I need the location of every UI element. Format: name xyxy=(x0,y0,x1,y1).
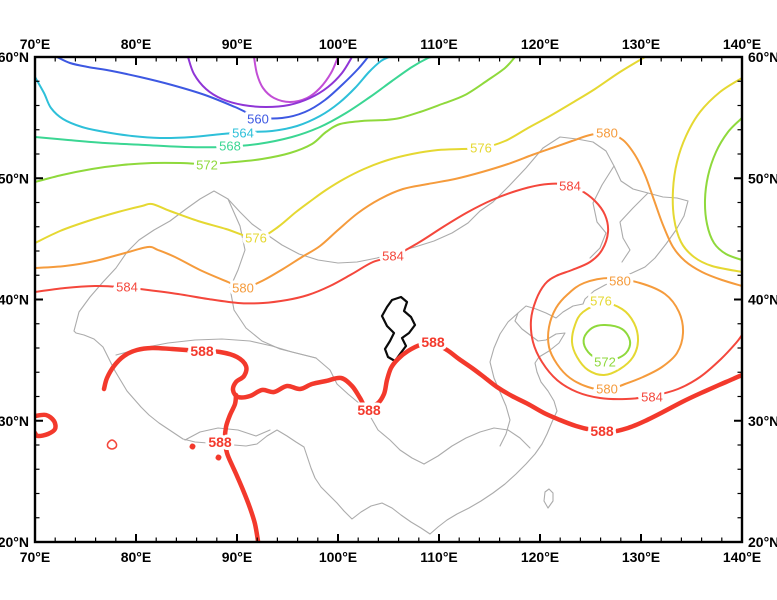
contour-c568-line xyxy=(35,57,434,149)
contour-label-576: 576 xyxy=(590,294,612,309)
contour-c556-line xyxy=(187,57,353,108)
contour-c588-dot-b-line xyxy=(215,454,222,461)
x-axis-label-bottom: 100°E xyxy=(319,549,357,565)
contour-c588-west-hook-line xyxy=(35,412,58,439)
map-outline-province-tibet-south xyxy=(184,427,271,441)
x-axis-label-top: 90°E xyxy=(222,36,253,52)
highlighted-province-outline xyxy=(380,295,417,363)
map-outline-province-ne-2 xyxy=(619,192,649,263)
contour-c576-main-line xyxy=(35,57,646,244)
contour-c572-main-line xyxy=(35,57,516,183)
contour-label-588: 588 xyxy=(190,343,214,359)
contour-c572-ne-line xyxy=(703,117,742,261)
x-axis-label-bottom: 70°E xyxy=(20,549,51,565)
y-axis-label-left: 50°N xyxy=(0,170,29,186)
x-axis-label-top: 70°E xyxy=(20,36,51,52)
contour-c580-main-line xyxy=(35,131,742,289)
x-axis-label-top: 130°E xyxy=(622,36,660,52)
x-axis-label-top: 120°E xyxy=(521,36,559,52)
x-axis-label-bottom: 120°E xyxy=(521,549,559,565)
x-axis-label-top: 80°E xyxy=(121,36,152,52)
contour-label-564: 564 xyxy=(232,126,254,141)
x-axis-label-bottom: 80°E xyxy=(121,549,152,565)
x-axis-label-bottom: 90°E xyxy=(222,549,253,565)
x-axis-label-bottom: 130°E xyxy=(622,549,660,565)
y-axis-label-right: 40°N xyxy=(748,292,777,308)
contour-label-580: 580 xyxy=(596,382,618,397)
y-axis-label-left: 40°N xyxy=(0,292,29,308)
contour-label-588: 588 xyxy=(208,434,232,450)
contour-c588-dot-a-line xyxy=(189,443,196,450)
x-axis-label-bottom: 140°E xyxy=(723,549,761,565)
contour-c552-line xyxy=(253,57,339,103)
contour-c564-line xyxy=(35,57,390,140)
contour-c572-low-line xyxy=(582,323,632,362)
contour-label-588: 588 xyxy=(421,334,445,350)
map-outline-province-ne-1 xyxy=(589,165,615,259)
contour-c588-main-line xyxy=(101,340,742,435)
contour-c560-line xyxy=(56,57,369,120)
contour-label-588: 588 xyxy=(590,423,614,439)
map-outline-china-boundary xyxy=(73,136,689,535)
contour-label-584: 584 xyxy=(382,249,404,264)
contour-c580-low-line xyxy=(547,277,685,392)
x-axis-label-top: 110°E xyxy=(420,36,458,52)
x-axis-label-top: 140°E xyxy=(723,36,761,52)
contour-c588-tongue-line xyxy=(222,392,261,542)
contour-c576-low-line xyxy=(570,301,640,377)
contour-label-580: 580 xyxy=(609,274,631,289)
plot-area: 5605645685725765765805805845845845845805… xyxy=(35,57,742,542)
contour-label-588: 588 xyxy=(357,402,381,418)
y-axis-label-right: 60°N xyxy=(748,49,777,65)
contour-c576-ne-line xyxy=(671,77,742,273)
contour-c584-main-line xyxy=(35,182,742,401)
y-axis-label-right: 30°N xyxy=(748,413,777,429)
contour-label-576: 576 xyxy=(245,231,267,246)
contour-label-580: 580 xyxy=(596,126,618,141)
contour-label-576: 576 xyxy=(470,141,492,156)
contour-label-568: 568 xyxy=(219,139,241,154)
map-outline-province-southwest xyxy=(423,427,531,465)
y-axis-label-right: 50°N xyxy=(748,170,777,186)
y-axis-label-left: 60°N xyxy=(0,49,29,65)
map-outline-province-central xyxy=(489,312,519,447)
contour-label-572: 572 xyxy=(594,355,616,370)
contour-label-584: 584 xyxy=(116,280,138,295)
contour-c584-ring-line xyxy=(106,439,118,450)
y-axis-label-left: 20°N xyxy=(0,534,29,550)
x-axis-label-bottom: 110°E xyxy=(420,549,458,565)
y-axis-label-right: 20°N xyxy=(748,534,777,550)
map-outline-taiwan xyxy=(543,488,554,509)
x-axis-label-top: 100°E xyxy=(319,36,357,52)
contour-label-584: 584 xyxy=(641,390,663,405)
contour-label-584: 584 xyxy=(559,179,581,194)
y-axis-label-left: 30°N xyxy=(0,413,29,429)
contour-label-560: 560 xyxy=(247,112,269,127)
contour-label-580: 580 xyxy=(232,281,254,296)
contour-label-572: 572 xyxy=(196,158,218,173)
